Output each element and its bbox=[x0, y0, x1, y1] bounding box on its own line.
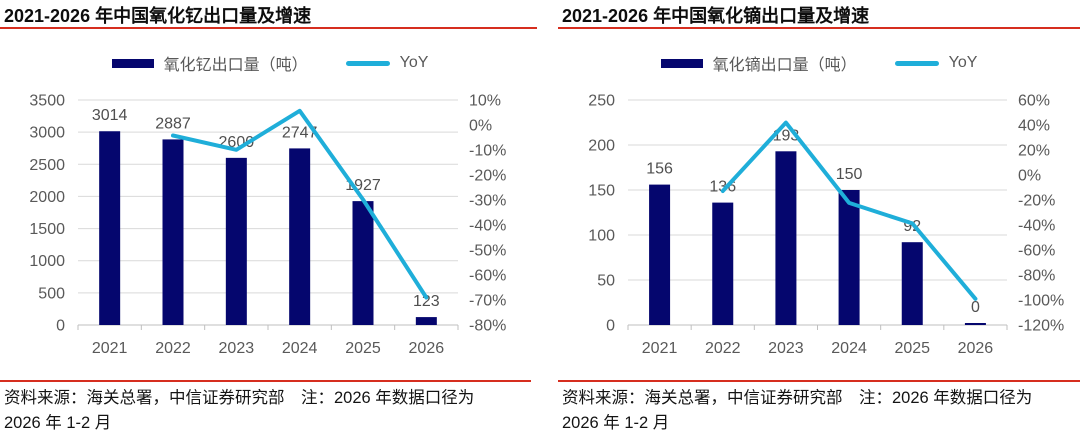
x-axis-year-label: 2025 bbox=[345, 340, 381, 357]
bar-2021 bbox=[99, 131, 121, 325]
x-axis-year-label: 2026 bbox=[958, 340, 994, 357]
legend: 氧化镝出口量（吨） YoY bbox=[558, 51, 1080, 75]
x-axis-year-label: 2022 bbox=[705, 340, 741, 357]
right-axis-tick-label: -40% bbox=[469, 218, 506, 235]
right-axis-tick-label: -50% bbox=[469, 243, 506, 260]
panel-dysprosium-chart: 2021-2026 年中国氧化镝出口量及增速 氧化镝出口量（吨） YoY 250… bbox=[558, 0, 1080, 439]
left-axis-tick-label: 500 bbox=[38, 285, 65, 302]
bar-2023 bbox=[775, 151, 797, 325]
bar-value-label: 3014 bbox=[92, 107, 128, 124]
bar-value-label: 2747 bbox=[282, 124, 318, 141]
left-axis-tick-label: 250 bbox=[588, 93, 615, 110]
right-axis-tick-label: -20% bbox=[469, 168, 506, 185]
x-axis-year-label: 2021 bbox=[92, 340, 128, 357]
right-axis-tick-label: -60% bbox=[1018, 243, 1055, 260]
bar-series-swatch bbox=[111, 58, 154, 68]
yoy-line bbox=[171, 108, 429, 300]
right-axis-tick-label: 20% bbox=[1018, 143, 1050, 160]
bar-2022 bbox=[712, 202, 734, 325]
bar-value-label: 156 bbox=[646, 161, 673, 178]
bar-series-label: 氧化钇出口量（吨） bbox=[163, 57, 308, 74]
x-axis-year-label: 2023 bbox=[219, 340, 255, 357]
bar-value-label: 123 bbox=[413, 293, 440, 310]
right-axis-tick-label: 0% bbox=[1018, 168, 1041, 185]
source-note: 资料来源：海关总署，中信证券研究部 注：2026 年数据口径为 2026 年 1… bbox=[4, 389, 475, 432]
right-axis-tick-label: -80% bbox=[1018, 268, 1055, 285]
line-series-label: YoY bbox=[399, 54, 429, 71]
right-axis-tick-label: -20% bbox=[1018, 193, 1055, 210]
bar-value-label: 2887 bbox=[155, 115, 191, 132]
footer-rule bbox=[558, 380, 1080, 382]
left-axis-tick-label: 50 bbox=[597, 273, 615, 290]
yoy-line bbox=[720, 120, 978, 301]
title-underline bbox=[0, 27, 537, 29]
right-axis-tick-label: 60% bbox=[1018, 93, 1050, 110]
line-series-swatch bbox=[345, 60, 390, 66]
left-axis-tick-label: 1500 bbox=[29, 221, 65, 238]
right-axis-tick-label: 40% bbox=[1018, 118, 1050, 135]
panel-yttrium-chart: 2021-2026 年中国氧化钇出口量及增速 氧化钇出口量（吨） YoY 350… bbox=[0, 6, 540, 432]
chart-title: 2021-2026 年中国氧化钇出口量及增速 bbox=[4, 6, 312, 26]
right-axis-tick-label: -40% bbox=[1018, 218, 1055, 235]
bar-2024 bbox=[838, 190, 860, 325]
right-axis-tick-label: -120% bbox=[1018, 318, 1064, 335]
left-axis-tick-label: 100 bbox=[588, 228, 615, 245]
right-axis-tick-label: -60% bbox=[469, 268, 506, 285]
left-axis-tick-label: 2500 bbox=[29, 157, 65, 174]
bar-series-swatch bbox=[660, 58, 703, 68]
left-axis-tick-label: 0 bbox=[56, 318, 65, 335]
left-axis-tick-label: 0 bbox=[606, 318, 615, 335]
chart-title: 2021-2026 年中国氧化镝出口量及增速 bbox=[562, 6, 870, 26]
line-series-swatch bbox=[894, 60, 939, 66]
x-axis-year-label: 2025 bbox=[894, 340, 930, 357]
left-axis-tick-label: 150 bbox=[588, 183, 615, 200]
right-axis-tick-label: -10% bbox=[469, 143, 506, 160]
left-axis-tick-label: 200 bbox=[588, 138, 615, 155]
line-series-label: YoY bbox=[948, 54, 978, 71]
x-axis-year-label: 2022 bbox=[155, 340, 191, 357]
right-axis-tick-label: -80% bbox=[469, 318, 506, 335]
bar-series-label: 氧化镝出口量（吨） bbox=[712, 57, 857, 74]
left-axis-tick-label: 3500 bbox=[29, 93, 65, 110]
bar-2025 bbox=[901, 242, 923, 325]
left-axis-tick-label: 1000 bbox=[29, 253, 65, 270]
footer-rule bbox=[0, 380, 531, 382]
bar-2025 bbox=[352, 201, 374, 325]
left-axis-tick-label: 2000 bbox=[29, 189, 65, 206]
bar-value-label: 150 bbox=[836, 166, 863, 183]
left-axis-tick-label: 3000 bbox=[29, 125, 65, 142]
source-note: 资料来源：海关总署，中信证券研究部 注：2026 年数据口径为 2026 年 1… bbox=[562, 389, 1033, 432]
bar-2026 bbox=[964, 323, 986, 325]
right-axis-tick-label: -30% bbox=[469, 193, 506, 210]
bar-2023 bbox=[225, 157, 247, 325]
bar-2022 bbox=[162, 139, 184, 325]
bar-2026 bbox=[415, 317, 437, 325]
bar-2024 bbox=[289, 148, 311, 325]
x-axis-year-label: 2024 bbox=[282, 340, 318, 357]
x-axis-year-label: 2024 bbox=[831, 340, 867, 357]
bar-2021 bbox=[649, 184, 671, 325]
yttrium-export-chart: 3500 3000 2500 2000 1500 1000 500 0 10% 0% -10% -20… bbox=[29, 93, 506, 358]
right-axis-tick-label: 10% bbox=[469, 93, 501, 110]
x-axis-year-label: 2021 bbox=[642, 340, 678, 357]
dysprosium-export-chart: 250 200 150 100 50 0 60% 40% 20% 0% -20% -40% -60% -8… bbox=[588, 93, 1064, 358]
x-axis-year-label: 2023 bbox=[768, 340, 804, 357]
x-axis-year-label: 2026 bbox=[409, 340, 445, 357]
bar-value-label: 0 bbox=[971, 299, 980, 316]
title-underline bbox=[558, 27, 1080, 29]
legend: 氧化钇出口量（吨） YoY bbox=[0, 51, 540, 75]
right-axis-tick-label: -70% bbox=[469, 293, 506, 310]
right-axis-tick-label: 0% bbox=[469, 118, 492, 135]
right-axis-tick-label: -100% bbox=[1018, 293, 1064, 310]
